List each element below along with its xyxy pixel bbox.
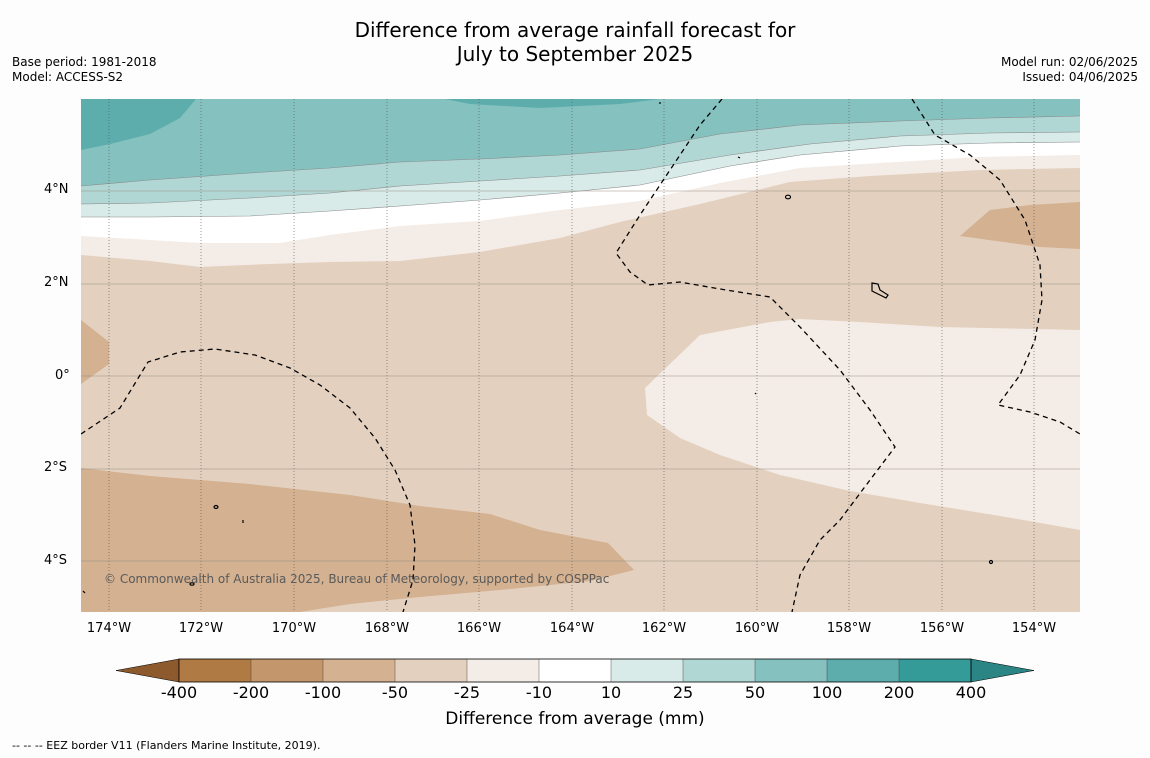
eez-border-central xyxy=(615,99,896,612)
island xyxy=(754,392,757,395)
anomaly-fill-minus100-minus50-southwest xyxy=(81,468,634,612)
eez-border-east xyxy=(911,99,1080,435)
island xyxy=(871,282,889,299)
eez-borders xyxy=(81,99,1080,612)
lon-label-172w: 172°W xyxy=(178,621,224,636)
island xyxy=(82,590,86,594)
model-run-label: Model run: 02/06/2025 xyxy=(1000,55,1138,69)
colorbar-segment xyxy=(755,659,827,682)
island xyxy=(189,582,195,586)
colorbar-extend-low xyxy=(115,658,180,683)
meta-left: Base period: 1981-2018 Model: ACCESS-S2 xyxy=(12,55,157,85)
rainfall-anomaly-map xyxy=(81,99,1080,612)
lon-label-158w: 158°W xyxy=(826,621,872,636)
colorbar-segment xyxy=(611,659,683,682)
colorbar-label: -50 xyxy=(381,683,409,702)
colorbar-segment xyxy=(899,659,971,682)
colorbar-label: 400 xyxy=(955,683,987,702)
lat-label-2n: 2°N xyxy=(44,275,69,290)
lon-label-162w: 162°W xyxy=(641,621,687,636)
colorbar-segment xyxy=(323,659,395,682)
map-title-line1: Difference from average rainfall forecas… xyxy=(354,18,796,42)
eez-border-west xyxy=(81,348,416,612)
graticule xyxy=(81,99,1080,612)
island xyxy=(737,156,741,159)
island xyxy=(988,559,994,565)
lat-label-4s: 4°S xyxy=(44,553,68,568)
anomaly-fill-50-100 xyxy=(81,99,1080,186)
lat-label-4n: 4°N xyxy=(44,182,69,197)
lon-label-168w: 168°W xyxy=(364,621,410,636)
colorbar-outline xyxy=(178,658,972,683)
lat-label-equator: 0° xyxy=(55,368,70,383)
colorbar-label: -10 xyxy=(525,683,553,702)
copyright-credit: © Commonwealth of Australia 2025, Bureau… xyxy=(104,572,610,586)
island xyxy=(213,504,219,510)
colorbar-extend-high xyxy=(970,658,1035,683)
contour-line xyxy=(81,115,1080,187)
anomaly-fill-minus100-minus50-east xyxy=(960,202,1080,249)
map-title-line2: July to September 2025 xyxy=(456,42,694,66)
colorbar xyxy=(115,658,1035,683)
anomaly-fill-minus25-minus10-southeast xyxy=(645,319,1080,530)
lon-label-170w: 170°W xyxy=(271,621,317,636)
issued-label: Issued: 04/06/2025 xyxy=(1022,70,1138,84)
colorbar-label: 50 xyxy=(744,683,766,702)
colorbar-label: -400 xyxy=(160,683,198,702)
colorbar-segment xyxy=(827,659,899,682)
lon-label-160w: 160°W xyxy=(734,621,780,636)
anomaly-fill-100-200-north xyxy=(445,99,660,108)
islands xyxy=(82,102,994,594)
colorbar-label: -100 xyxy=(304,683,342,702)
colorbar-segment xyxy=(683,659,755,682)
map-title: Difference from average rainfall forecas… xyxy=(0,18,1150,66)
colorbar-label: 10 xyxy=(600,683,622,702)
contour-line xyxy=(81,131,1080,205)
colorbar-label: -25 xyxy=(453,683,481,702)
colorbar-segment xyxy=(179,659,251,682)
colorbar-title: Difference from average (mm) xyxy=(445,709,705,729)
lon-label-174w: 174°W xyxy=(86,621,132,636)
colorbar-segment xyxy=(395,659,467,682)
colorbar-label: 200 xyxy=(883,683,915,702)
model-label: Model: ACCESS-S2 xyxy=(12,70,124,84)
anomaly-fill-100-200-west xyxy=(81,99,196,150)
lon-label-156w: 156°W xyxy=(919,621,965,636)
colorbar-segment xyxy=(467,659,539,682)
contour-line xyxy=(81,141,1080,218)
contour-lines xyxy=(81,115,1080,218)
colorbar-label: 25 xyxy=(672,683,694,702)
colorbar-segment xyxy=(539,659,611,682)
lat-label-2s: 2°S xyxy=(44,460,68,475)
island xyxy=(784,194,792,200)
meta-right: Model run: 02/06/2025 Issued: 04/06/2025 xyxy=(1001,55,1138,85)
anomaly-fill-minus100-minus50-west xyxy=(81,320,109,384)
colorbar-label: 100 xyxy=(811,683,843,702)
eez-legend: -- -- -- EEZ border V11 (Flanders Marine… xyxy=(12,739,321,752)
lon-label-164w: 164°W xyxy=(549,621,595,636)
colorbar-segment xyxy=(251,659,323,682)
lon-label-166w: 166°W xyxy=(456,621,502,636)
base-period-label: Base period: 1981-2018 xyxy=(12,55,157,69)
colorbar-label: -200 xyxy=(232,683,270,702)
lon-label-154w: 154°W xyxy=(1011,621,1057,636)
